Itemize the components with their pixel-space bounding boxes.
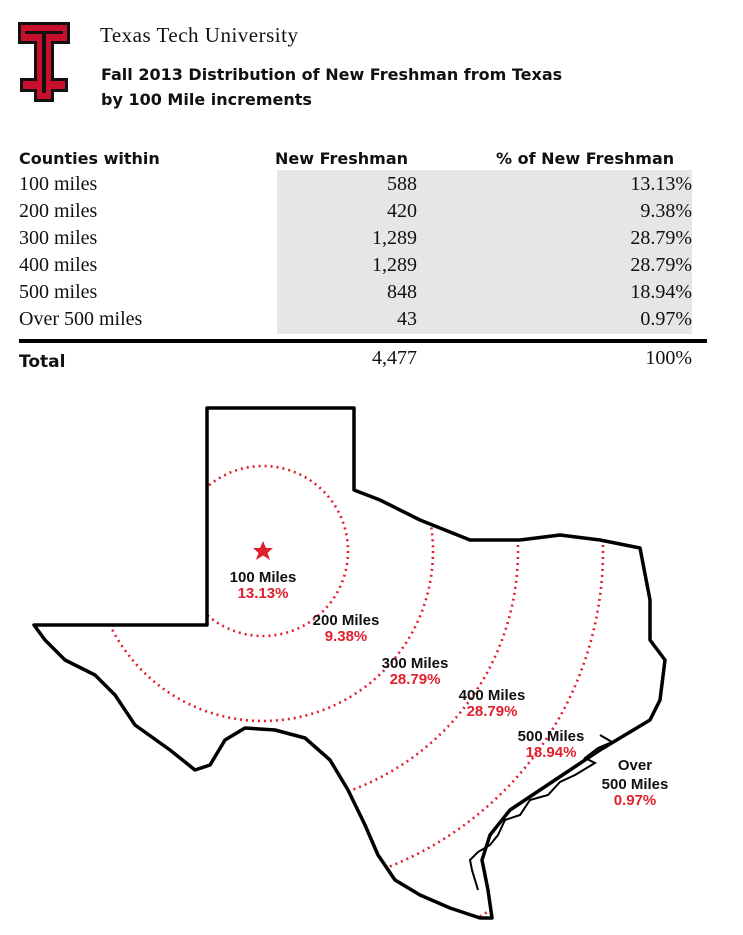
label-500-miles: 500 Miles 18.94% bbox=[517, 728, 585, 761]
title-line-1: Fall 2013 Distribution of New Freshman f… bbox=[101, 65, 563, 84]
row-label: Over 500 miles bbox=[19, 308, 143, 330]
row-count: 43 bbox=[397, 308, 417, 330]
row-count: 1,289 bbox=[372, 227, 417, 249]
row-label: 500 miles bbox=[19, 281, 98, 303]
row-label: 400 miles bbox=[19, 254, 98, 276]
total-count: 4,477 bbox=[372, 347, 417, 369]
coastline-detail bbox=[468, 734, 615, 891]
table-row: 400 miles 1,289 28.79% bbox=[0, 254, 743, 281]
row-label: 200 miles bbox=[19, 200, 98, 222]
label-200-miles: 200 Miles 9.38% bbox=[312, 612, 380, 645]
row-count: 420 bbox=[387, 200, 417, 222]
texas-outline bbox=[32, 406, 667, 920]
row-percent: 13.13% bbox=[630, 173, 692, 195]
title-line-2: by 100 Mile increments bbox=[101, 90, 312, 109]
ring-100-miles bbox=[176, 464, 350, 638]
ring-300-miles bbox=[34, 408, 520, 808]
row-percent: 18.94% bbox=[630, 281, 692, 303]
distance-rings bbox=[34, 408, 665, 918]
row-count: 1,289 bbox=[372, 254, 417, 276]
total-row: 4,477 100% bbox=[0, 347, 743, 374]
table-row: 500 miles 848 18.94% bbox=[0, 281, 743, 308]
row-percent: 9.38% bbox=[640, 200, 692, 222]
page-title: Fall 2013 Distribution of New Freshman f… bbox=[101, 62, 661, 112]
row-percent: 28.79% bbox=[630, 254, 692, 276]
table-row: 300 miles 1,289 28.79% bbox=[0, 227, 743, 254]
label-400-miles: 400 Miles 28.79% bbox=[458, 687, 526, 720]
column-header-new-freshman: New Freshman bbox=[275, 149, 409, 168]
table-row: 200 miles 420 9.38% bbox=[0, 200, 743, 227]
table-row: Over 500 miles 43 0.97% bbox=[0, 308, 743, 335]
label-100-miles: 100 Miles 13.13% bbox=[229, 569, 297, 602]
row-percent: 0.97% bbox=[640, 308, 692, 330]
total-percent: 100% bbox=[645, 347, 692, 369]
total-label: Total bbox=[19, 352, 66, 372]
row-count: 588 bbox=[387, 173, 417, 195]
university-name: Texas Tech University bbox=[100, 23, 299, 47]
row-label: 300 miles bbox=[19, 227, 98, 249]
label-300-miles: 300 Miles 28.79% bbox=[381, 655, 449, 688]
ring-500-miles bbox=[34, 408, 665, 918]
table-divider bbox=[19, 339, 707, 343]
row-count: 848 bbox=[387, 281, 417, 303]
ring-400-miles bbox=[34, 408, 605, 893]
row-percent: 28.79% bbox=[630, 227, 692, 249]
texas-distance-map bbox=[32, 406, 667, 920]
column-header-percent: % of New Freshman bbox=[496, 149, 675, 168]
row-label: 100 miles bbox=[19, 173, 98, 195]
double-t-logo-icon bbox=[18, 22, 70, 102]
ring-200-miles bbox=[91, 408, 435, 723]
column-header-counties: Counties within bbox=[19, 149, 160, 168]
table-shaded-area bbox=[277, 170, 692, 334]
label-over-500-miles: Over 500 Miles 0.97% bbox=[601, 757, 669, 809]
lubbock-star-icon bbox=[253, 541, 273, 560]
table-row: 100 miles 588 13.13% bbox=[0, 173, 743, 200]
